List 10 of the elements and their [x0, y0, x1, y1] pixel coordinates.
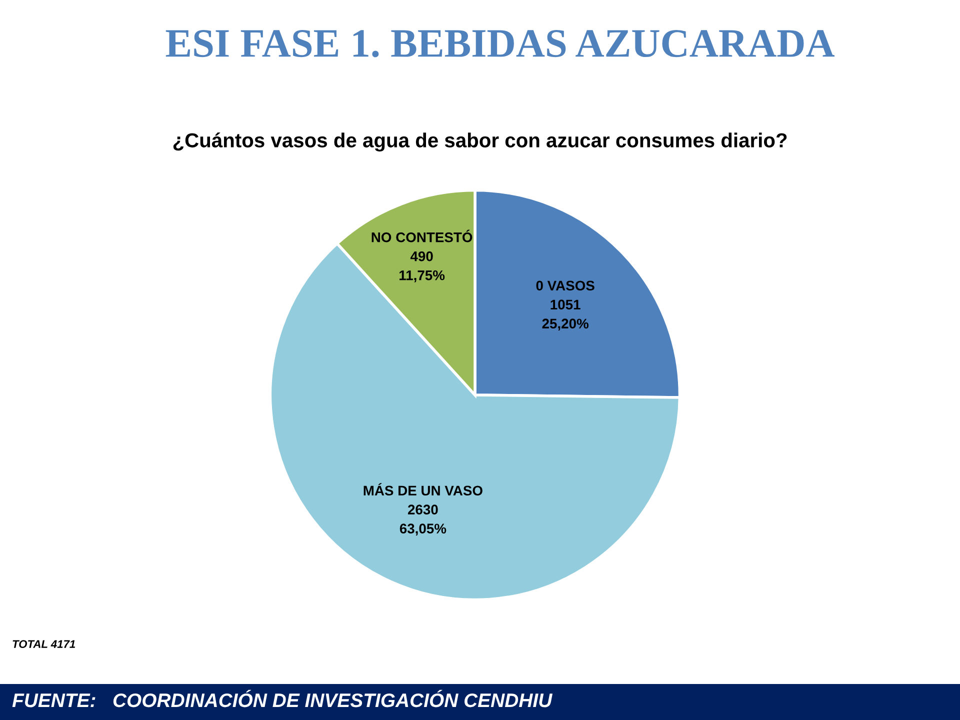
- data-label: 2630 63,05%: [400, 504, 446, 536]
- data-label: 1051 25,20%: [542, 300, 589, 331]
- text: TOTAL 4171: [12, 640, 76, 648]
- chart-subtitle: ¿Cuántos vasos de agua de sabor con azucar consumes diario?: [173, 132, 787, 152]
- slice-label: NO CONTESTÓ: [372, 230, 472, 242]
- chart-title: ESI FASE 1. BEBIDAS AZUCARADA: [166, 30, 834, 58]
- slice-label: 0 VASOS: [536, 280, 594, 291]
- source-note: FUENTE: COORDINACIÓN DE INVESTIGACIÓN CENDHIU: [12, 690, 553, 708]
- data-label: 490 11,75%: [400, 251, 445, 282]
- slice-label: MÁS DE UN VASO: [364, 483, 482, 496]
